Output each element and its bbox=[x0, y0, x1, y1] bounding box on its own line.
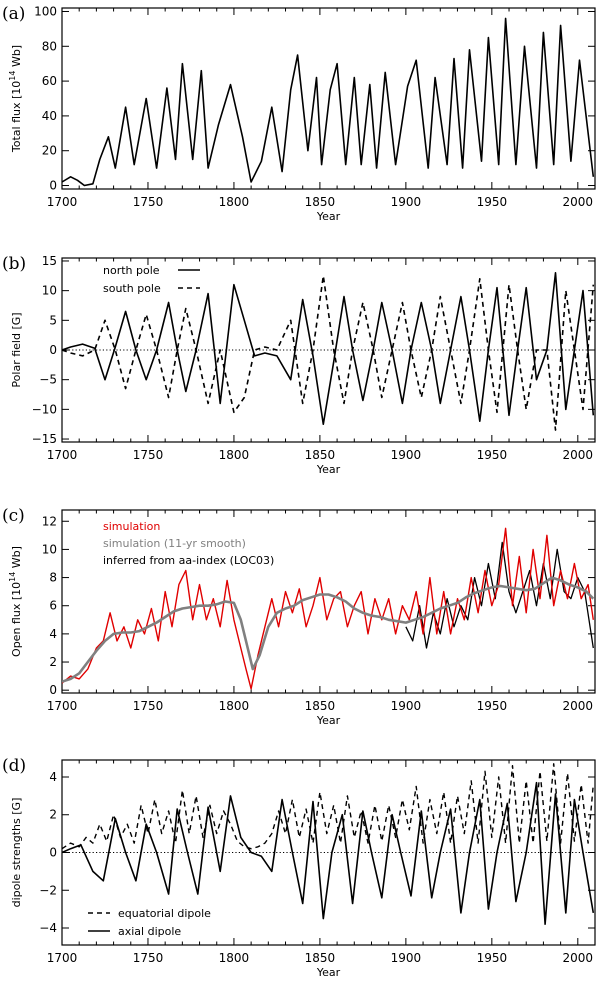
y-tick-label: 2 bbox=[49, 808, 57, 822]
series-line-total-flux bbox=[62, 17, 595, 187]
x-axis-label: Year bbox=[316, 714, 341, 727]
panel-3: 1700 1750 1800 1850 1900 1950 2000 0 2 4 6 8 10 12 Yea… bbox=[2, 506, 596, 727]
y-tick-label: −2 bbox=[39, 883, 57, 897]
y-tick-label: −15 bbox=[32, 432, 57, 446]
legend-label: south pole bbox=[103, 282, 161, 295]
series-line-south-pole bbox=[62, 274, 595, 431]
legend: equatorial dipole axial dipole bbox=[88, 907, 211, 938]
legend-label: inferred from aa-index (LOC03) bbox=[103, 554, 274, 567]
y-tick-label: 0 bbox=[49, 683, 57, 697]
x-tick-label: 1900 bbox=[391, 699, 422, 713]
series-line-north-pole bbox=[62, 271, 595, 426]
y-axis-label: dipole strengths [G] bbox=[10, 798, 23, 908]
y-tick-label: 100 bbox=[34, 4, 57, 18]
x-tick-label: 1950 bbox=[477, 699, 508, 713]
series-line-simulation bbox=[62, 527, 594, 690]
y-tick-label: 2 bbox=[49, 655, 57, 669]
panel-tag: (b) bbox=[2, 254, 26, 274]
x-tick-label: 1800 bbox=[219, 448, 250, 462]
x-tick-label: 1800 bbox=[219, 951, 250, 965]
y-axis-label: Open flux [1014 Wb] bbox=[8, 546, 23, 657]
x-tick-label: 1900 bbox=[391, 195, 422, 209]
x-tick-label: 2000 bbox=[563, 699, 594, 713]
x-tick-label: 1950 bbox=[477, 448, 508, 462]
plot-frame bbox=[61, 7, 596, 190]
panel-4: 1700 1750 1800 1850 1900 1950 2000 −4 −2 0 2 4 Year d… bbox=[2, 756, 596, 979]
y-tick-label: 0 bbox=[49, 846, 57, 860]
x-tick-label: 1950 bbox=[477, 195, 508, 209]
x-tick-label: 1700 bbox=[47, 448, 78, 462]
x-axis-label: Year bbox=[316, 463, 341, 476]
legend: north pole south pole bbox=[103, 264, 200, 295]
panel-2: 1700 1750 1800 1850 1900 1950 2000 −15 −10 −5 0 5 10… bbox=[2, 254, 596, 476]
x-tick-label: 1850 bbox=[305, 195, 336, 209]
y-tick-label: 20 bbox=[42, 144, 57, 158]
x-tick-label: 1850 bbox=[305, 699, 336, 713]
panel-tag: (c) bbox=[2, 506, 25, 526]
y-tick-label: 0 bbox=[49, 179, 57, 193]
legend-label: axial dipole bbox=[118, 925, 181, 938]
x-axis-label: Year bbox=[316, 966, 341, 979]
x-tick-label: 1900 bbox=[391, 951, 422, 965]
x-tick-label: 1800 bbox=[219, 195, 250, 209]
y-tick-label: 80 bbox=[42, 39, 57, 53]
y-axis-label: Total flux [1014 Wb] bbox=[8, 45, 23, 153]
x-tick-label: 1750 bbox=[133, 448, 164, 462]
y-tick-label: 10 bbox=[42, 284, 57, 298]
series-line-inferred-from-aa-index-loc03- bbox=[405, 541, 594, 649]
x-tick-label: 1750 bbox=[133, 951, 164, 965]
y-tick-label: 10 bbox=[42, 542, 57, 556]
y-tick-label: −10 bbox=[32, 402, 57, 416]
x-tick-label: 1700 bbox=[47, 951, 78, 965]
plot-frame bbox=[61, 509, 596, 694]
series-line-equatorial-dipole bbox=[62, 763, 594, 850]
y-tick-label: −4 bbox=[39, 921, 57, 935]
y-tick-label: 6 bbox=[49, 599, 57, 613]
legend-label: equatorial dipole bbox=[118, 907, 211, 920]
x-tick-label: 1750 bbox=[133, 699, 164, 713]
x-tick-label: 1950 bbox=[477, 951, 508, 965]
panel-tag: (a) bbox=[2, 4, 25, 24]
y-tick-label: 4 bbox=[49, 770, 57, 784]
legend-label: simulation bbox=[103, 520, 160, 533]
y-axis-label: Polar field [G] bbox=[10, 312, 23, 387]
legend-label: simulation (11-yr smooth) bbox=[103, 537, 246, 550]
y-tick-label: 4 bbox=[49, 627, 57, 641]
x-tick-label: 1850 bbox=[305, 951, 336, 965]
legend-label: north pole bbox=[103, 264, 160, 277]
y-tick-label: 0 bbox=[49, 343, 57, 357]
y-tick-label: 15 bbox=[42, 254, 57, 268]
series-line-axial-dipole bbox=[62, 781, 595, 926]
panel-1: 1700 1750 1800 1850 1900 1950 2000 0 20 40 60 80 100… bbox=[2, 4, 596, 223]
x-tick-label: 1700 bbox=[47, 195, 78, 209]
y-tick-label: 12 bbox=[42, 514, 57, 528]
x-axis-label: Year bbox=[316, 210, 341, 223]
y-tick-label: −5 bbox=[39, 373, 57, 387]
y-tick-label: 40 bbox=[42, 109, 57, 123]
x-tick-label: 1800 bbox=[219, 699, 250, 713]
x-tick-label: 2000 bbox=[563, 195, 594, 209]
x-tick-label: 1750 bbox=[133, 195, 164, 209]
legend: simulation simulation (11-yr smooth) infer… bbox=[103, 520, 274, 567]
y-tick-label: 60 bbox=[42, 74, 57, 88]
x-tick-label: 1700 bbox=[47, 699, 78, 713]
x-tick-label: 1850 bbox=[305, 448, 336, 462]
panel-tag: (d) bbox=[2, 756, 26, 776]
x-tick-label: 2000 bbox=[563, 448, 594, 462]
x-tick-label: 2000 bbox=[563, 951, 594, 965]
y-tick-label: 8 bbox=[49, 571, 57, 585]
y-tick-label: 5 bbox=[49, 313, 57, 327]
x-tick-label: 1900 bbox=[391, 448, 422, 462]
series-line-simulation-11-yr-smooth- bbox=[62, 576, 595, 683]
